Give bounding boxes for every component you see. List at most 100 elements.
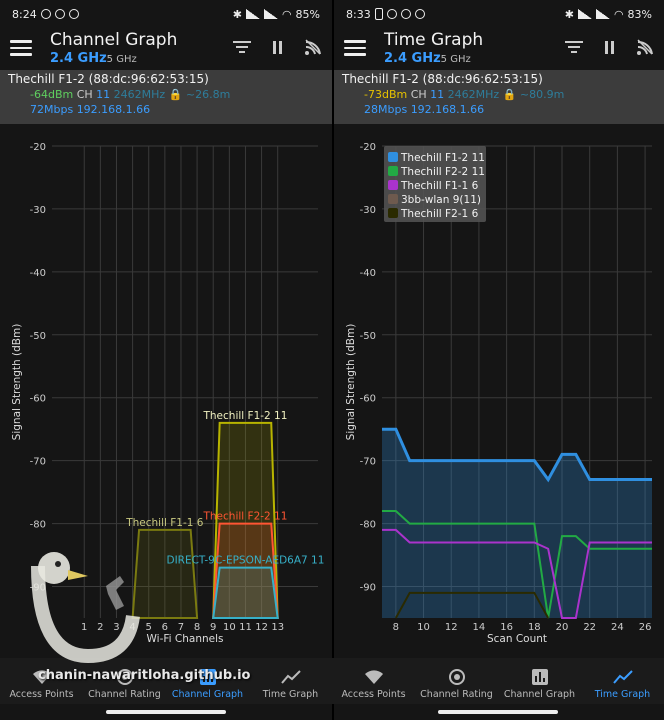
pause-icon[interactable] (273, 40, 282, 54)
menu-icon[interactable] (344, 40, 366, 60)
x-tick-label: 8 (194, 622, 200, 633)
legend-label: Thechill F2-1 6 (400, 208, 479, 220)
y-tick-label: -20 (360, 142, 376, 153)
y-axis-label: Signal Strength (dBm) (11, 324, 23, 441)
legend-label: 3bb-wlan 9(11) (401, 194, 481, 206)
alarm-icon (40, 9, 51, 19)
home-indicator-left[interactable] (106, 710, 226, 714)
nav-item-time-graph[interactable]: Time Graph (581, 658, 664, 704)
y-tick-label: -80 (360, 520, 376, 531)
band-primary[interactable]: 2.4 GHz (384, 51, 441, 66)
channel-label: Thechill F1-2 11 (202, 410, 287, 422)
x-tick-label: 10 (223, 622, 236, 633)
status-bar: 8:33 ✱ ◠ 83% (334, 0, 664, 28)
connected-ap-panel[interactable]: Thechill F1-2 (88:dc:96:62:53:15) -64dBm… (0, 70, 332, 124)
wifi-scan-icon[interactable] (636, 38, 654, 56)
x-tick-label: 12 (445, 622, 458, 633)
y-axis-label: Signal Strength (dBm) (345, 324, 357, 441)
y-tick-label: -40 (30, 268, 46, 279)
x-tick-label: 10 (417, 622, 430, 633)
page-title: Time Graph (384, 30, 484, 50)
nav-label: Time Graph (262, 689, 319, 700)
ap-ip: 192.168.1.66 (410, 103, 485, 116)
ap-name: Thechill F1-2 (88:dc:96:62:53:15) (342, 72, 543, 86)
nav-label: Access Points (9, 689, 74, 700)
nav-item-access-points[interactable]: Access Points (0, 658, 83, 704)
filter-icon[interactable] (233, 38, 251, 56)
ap-ch-label: CH (76, 88, 93, 101)
ap-ch-label: CH (410, 88, 427, 101)
channel-graph-screen: 8:24 ✱ ◠ 85% Channel Graph 2.4 GHz5 GHz … (0, 7, 332, 658)
band-secondary[interactable]: 5 GHz (106, 54, 137, 65)
bottom-navigation-right: Access Points Channel Rating Channel Graph… (332, 658, 664, 704)
x-axis-label: Wi-Fi Channels (147, 633, 224, 645)
x-tick-label: 22 (583, 622, 596, 633)
signal-icon-2 (595, 9, 610, 19)
home-indicator-right[interactable] (438, 710, 558, 714)
x-tick-label: 3 (113, 622, 119, 633)
plot-area (382, 146, 652, 618)
y-tick-label: -60 (30, 394, 46, 405)
ap-speed: 72Mbps (30, 103, 74, 116)
watermark-text: chanin-nawaritloha.github.io (38, 668, 251, 683)
band-selector[interactable]: 2.4 GHz5 GHz (50, 51, 177, 66)
ap-ip: 192.168.1.66 (76, 103, 151, 116)
nav-item-channel-graph[interactable]: Channel Graph (498, 658, 581, 704)
wifi-scan-icon[interactable] (304, 38, 322, 56)
check-icon (68, 9, 79, 19)
channel-area (212, 566, 279, 619)
nav-item-time-graph[interactable]: Time Graph (249, 658, 332, 704)
status-time: 8:33 (346, 7, 371, 21)
ap-signal: -64dBm (30, 88, 74, 101)
settings-status-icon (54, 9, 65, 19)
pause-icon[interactable] (605, 40, 614, 54)
ap-frequency: 2462MHz (113, 88, 166, 101)
x-tick-label: 1 (81, 622, 87, 633)
ap-signal: -73dBm (364, 88, 408, 101)
legend-swatch (388, 180, 398, 190)
check-icon (400, 9, 411, 19)
nav-item-channel-graph[interactable]: Channel Graph (166, 658, 249, 704)
channel-label: DIRECT-9C-EPSON-AED6A7 11 (166, 555, 324, 567)
x-tick-label: 20 (556, 622, 569, 633)
nav-label: Access Points (341, 689, 406, 700)
ap-distance: ~80.9m (519, 88, 565, 101)
band-secondary[interactable]: 5 GHz (440, 54, 471, 65)
x-tick-label: 11 (239, 622, 252, 633)
channel-chart: -20 -30 -40 -50 -60 -70 -80 -90 1 2 3 4 5 6 7 8 9 10 11 12 1… (0, 138, 332, 658)
rating-icon (115, 668, 135, 686)
nav-item-channel-rating[interactable]: Channel Rating (83, 658, 166, 704)
ap-channel: 11 (430, 88, 445, 101)
minus-icon (414, 9, 425, 19)
bluetooth-icon: ✱ (232, 7, 242, 21)
lock-icon: 🔒 (168, 88, 183, 101)
filter-icon[interactable] (565, 38, 583, 56)
legend-label: Thechill F2-2 11 (400, 166, 485, 178)
nav-item-access-points[interactable]: Access Points (332, 658, 415, 704)
x-tick-label: 8 (393, 622, 399, 633)
nav-item-channel-rating[interactable]: Channel Rating (415, 658, 498, 704)
connected-ap-panel[interactable]: Thechill F1-2 (88:dc:96:62:53:15) -73dBm… (334, 70, 664, 124)
signal-icon (577, 9, 592, 19)
series-line (382, 427, 652, 483)
channel-label: Thechill F1-1 6 (125, 517, 204, 529)
y-tick-label: -70 (360, 457, 376, 468)
wifi-icon (32, 668, 52, 686)
battery-level: 85% (295, 7, 320, 21)
x-tick-label: 13 (271, 622, 284, 633)
legend-swatch (388, 194, 398, 204)
time-graph-screen: 8:33 ✱ ◠ 83% Time Graph 2.4 GHz5 GHz The… (332, 0, 664, 720)
rating-icon (447, 668, 467, 686)
battery-level: 83% (627, 7, 652, 21)
wifi-icon (364, 668, 384, 686)
plot-area (52, 146, 318, 618)
ap-distance: ~26.8m (185, 88, 231, 101)
menu-icon[interactable] (10, 40, 32, 60)
y-tick-label: -20 (30, 142, 46, 153)
time-chart-svg: -20 -30 -40 -50 -60 -70 -80 -90 8 10 12 14 16 18 20 22 2… (345, 142, 652, 645)
phone-status-icon (374, 8, 383, 20)
y-tick-label: -60 (360, 394, 376, 405)
app-bar: Channel Graph 2.4 GHz5 GHz (0, 28, 332, 70)
band-primary[interactable]: 2.4 GHz (50, 51, 107, 66)
band-selector[interactable]: 2.4 GHz5 GHz (384, 51, 483, 66)
